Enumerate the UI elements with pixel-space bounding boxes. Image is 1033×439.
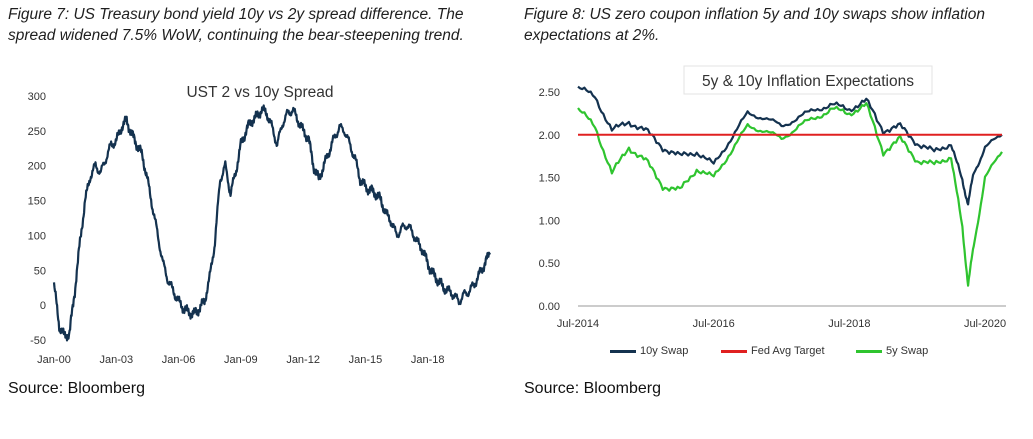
y-tick-label: 2.50 xyxy=(539,87,560,99)
y-tick-label: 50 xyxy=(34,265,46,277)
x-tick-label: Jan-15 xyxy=(349,354,383,366)
x-tick-label: Jan-09 xyxy=(224,354,258,366)
x-tick-label: Jan-00 xyxy=(37,354,71,366)
x-tick-label: Jul-2016 xyxy=(693,318,735,330)
x-tick-label: Jan-18 xyxy=(411,354,445,366)
legend-label-5y: 5y Swap xyxy=(886,345,929,357)
figure-8-source: Source: Bloomberg xyxy=(524,380,661,397)
spread-chart: UST 2 vs 10y Spread 300 250 200 150 100 50 0 -50… xyxy=(28,84,491,366)
x-tick-label: Jan-12 xyxy=(286,354,320,366)
legend-label-10y: 10y Swap xyxy=(640,345,689,357)
y-tick-label: 100 xyxy=(28,230,46,242)
legend-swatch-fed xyxy=(721,349,747,353)
series-10y-swap-line xyxy=(577,85,1003,206)
y-tick-label: 200 xyxy=(28,161,46,173)
y-tick-label: 0.50 xyxy=(539,258,560,270)
legend-item-fed-target: Fed Avg Target xyxy=(721,345,825,357)
legend-swatch-10y xyxy=(610,349,636,353)
chart-right-title: 5y & 10y Inflation Expectations xyxy=(702,73,914,90)
figure-7-panel: Figure 7: US Treasury bond yield 10y vs … xyxy=(0,0,512,439)
y-tick-label: 0 xyxy=(40,300,46,312)
chart-left-title: UST 2 vs 10y Spread xyxy=(186,84,333,101)
y-tick-label: 1.50 xyxy=(539,173,560,185)
y-tick-label: 2.00 xyxy=(539,130,560,142)
figure-8-panel: Figure 8: US zero coupon inflation 5y an… xyxy=(516,0,1033,439)
legend-item-10y-swap: 10y Swap xyxy=(610,345,688,357)
y-tick-label: 250 xyxy=(28,126,46,138)
series-5y-swap-line xyxy=(577,102,1003,287)
x-tick-label: Jul-2014 xyxy=(557,318,599,330)
chart-right-title-box xyxy=(683,65,933,95)
y-tick-label: 1.00 xyxy=(539,215,560,227)
y-tick-label: 300 xyxy=(28,91,46,103)
x-tick-label: Jul-2020 xyxy=(964,318,1006,330)
figure-7-source: Source: Bloomberg xyxy=(8,380,145,397)
y-tick-label: 0.00 xyxy=(539,301,560,313)
legend-label-fed: Fed Avg Target xyxy=(751,345,825,357)
y-tick-label: 150 xyxy=(28,196,46,208)
x-tick-label: Jan-06 xyxy=(162,354,196,366)
legend-swatch-5y xyxy=(856,349,882,353)
figure-8-caption: Figure 8: US zero coupon inflation 5y an… xyxy=(524,6,985,44)
legend-item-5y-swap: 5y Swap xyxy=(856,345,928,357)
spread-series-line xyxy=(52,104,491,342)
x-tick-label: Jan-03 xyxy=(99,354,133,366)
x-tick-label: Jul-2018 xyxy=(828,318,870,330)
y-tick-label: -50 xyxy=(30,335,46,347)
inflation-chart: 5y & 10y Inflation Expectations 2.50 2.00 1… xyxy=(539,65,1006,330)
figure-7-caption: Figure 7: US Treasury bond yield 10y vs … xyxy=(8,6,464,44)
